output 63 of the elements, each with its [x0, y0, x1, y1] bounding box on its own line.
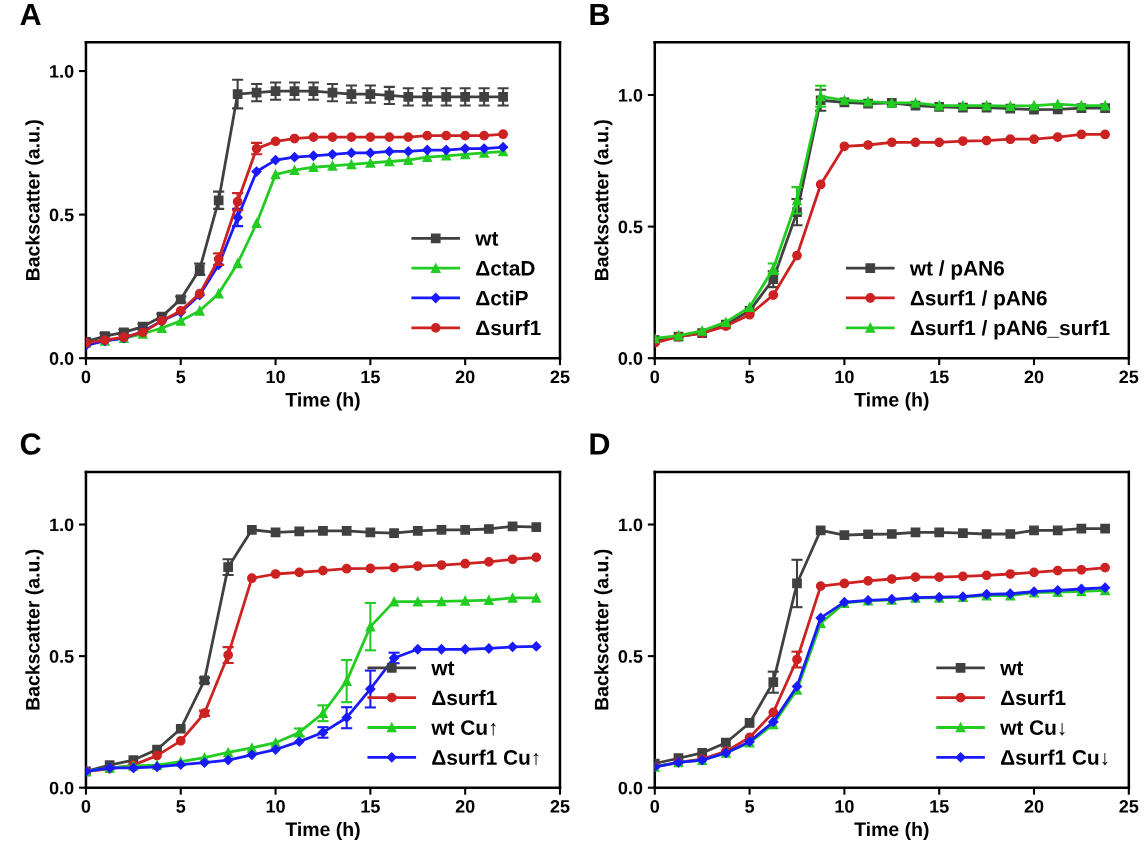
chart-title: B: [590, 3, 610, 25]
legend-label: Δsurf1 Cu↓: [1001, 749, 1108, 766]
x-tick-label: 15: [361, 370, 380, 384]
y-tick-label: 1.0: [619, 518, 643, 532]
x-tick-label: 15: [361, 800, 380, 813]
legend-label: wt: [1000, 661, 1024, 676]
x-tick-label: 20: [455, 799, 475, 813]
x-tick-label: 0: [650, 799, 660, 813]
legend-label: wt: [475, 232, 499, 246]
y-tick-label: 0.0: [618, 352, 643, 365]
legend-label: Δsurf1: [1001, 689, 1066, 706]
chart-title: C: [20, 433, 41, 455]
legend-label: wt: [431, 661, 455, 676]
x-axis-title: Time (h): [285, 821, 360, 841]
legend-label: wt Cu↑: [431, 720, 496, 736]
y-tick-label: 0.5: [618, 220, 643, 234]
legend-label: Δsurf1 / pAN6_surf1: [910, 320, 1110, 340]
y-tick-label: 0.0: [49, 781, 74, 795]
x-tick-label: 25: [550, 799, 570, 813]
x-axis-title: Time (h): [854, 821, 929, 841]
x-tick-label: 10: [835, 799, 854, 813]
x-tick-label: 5: [176, 370, 186, 384]
x-tick-label: 15: [930, 370, 949, 384]
x-tick-label: 0: [81, 799, 91, 813]
legend-label: wt / pAN6: [909, 260, 1005, 280]
legend-label: Δsurf1: [476, 320, 541, 336]
chart-title: D: [590, 433, 610, 455]
y-tick-label: 0.5: [49, 650, 74, 663]
y-tick-label: 0.0: [618, 781, 643, 795]
x-tick-label: 10: [835, 370, 854, 384]
legend-label: Δsurf1: [432, 689, 497, 706]
x-tick-label: 0: [81, 370, 91, 384]
x-tick-label: 25: [1119, 799, 1139, 813]
x-tick-label: 20: [1024, 370, 1044, 384]
y-axis-title: Backscatter (a.u.): [25, 120, 44, 281]
x-tick-label: 0: [650, 370, 660, 384]
x-tick-label: 5: [176, 800, 186, 813]
legend-label: Δsurf1 / pAN6: [910, 290, 1047, 310]
legend-label: ΔctaD: [476, 261, 535, 276]
x-tick-label: 20: [455, 370, 475, 384]
y-tick-label: 1.0: [50, 518, 74, 532]
x-axis-title: Time (h): [285, 392, 360, 411]
x-tick-label: 5: [745, 370, 755, 384]
x-tick-label: 25: [550, 370, 570, 384]
x-tick-label: 10: [266, 370, 285, 384]
y-tick-label: 1.0: [619, 88, 643, 102]
legend-label: ΔctiP: [476, 290, 528, 306]
y-tick-label: 0.5: [49, 208, 74, 222]
x-tick-label: 15: [930, 800, 949, 813]
y-tick-label: 1.0: [50, 65, 74, 78]
x-axis-title: Time (h): [854, 392, 929, 411]
chart-title: A: [20, 3, 41, 25]
x-tick-label: 25: [1119, 370, 1139, 384]
x-tick-label: 20: [1024, 799, 1044, 813]
y-tick-label: 0.5: [618, 650, 643, 663]
y-axis-title: Backscatter (a.u.): [594, 120, 613, 281]
legend-label: wt Cu↓: [1000, 720, 1065, 736]
legend-label: Δsurf1 Cu↑: [432, 749, 539, 766]
y-tick-label: 0.0: [49, 352, 74, 365]
y-axis-title: Backscatter (a.u.): [25, 549, 44, 710]
x-tick-label: 10: [266, 799, 285, 813]
y-axis-title: Backscatter (a.u.): [594, 549, 613, 710]
x-tick-label: 5: [745, 800, 755, 813]
